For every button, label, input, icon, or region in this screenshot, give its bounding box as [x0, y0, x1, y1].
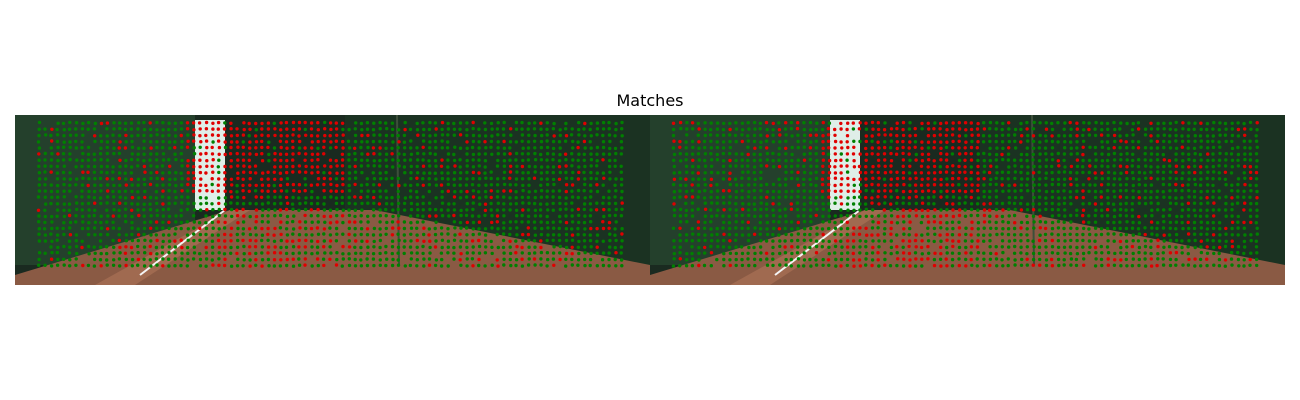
right-image: [650, 115, 1285, 285]
match-points: [36, 120, 624, 268]
figure-title: Matches: [616, 91, 684, 110]
left-image-panel: [15, 115, 650, 285]
matches-plot: [15, 115, 1285, 285]
left-image: [15, 115, 650, 285]
match-points: [671, 120, 1259, 268]
right-image-panel: [650, 115, 1285, 285]
